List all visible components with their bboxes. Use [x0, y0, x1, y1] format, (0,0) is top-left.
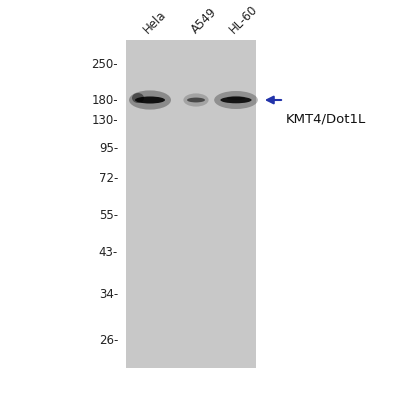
- Text: A549: A549: [189, 5, 220, 36]
- Text: Hela: Hela: [141, 8, 169, 36]
- Text: 34-: 34-: [99, 288, 118, 301]
- Ellipse shape: [129, 90, 171, 110]
- Text: KMT4/Dot1L: KMT4/Dot1L: [286, 113, 366, 126]
- Ellipse shape: [135, 96, 165, 104]
- Text: 43-: 43-: [99, 246, 118, 259]
- Ellipse shape: [220, 97, 252, 103]
- Text: 26-: 26-: [99, 334, 118, 347]
- Ellipse shape: [214, 91, 258, 109]
- Text: 130-: 130-: [91, 114, 118, 126]
- Text: 95-: 95-: [99, 142, 118, 155]
- Ellipse shape: [187, 98, 205, 102]
- Text: HL-60: HL-60: [227, 2, 260, 36]
- Ellipse shape: [183, 93, 209, 107]
- FancyBboxPatch shape: [126, 40, 256, 368]
- Text: 72-: 72-: [99, 172, 118, 185]
- Text: 250-: 250-: [91, 58, 118, 71]
- Ellipse shape: [227, 96, 245, 100]
- Text: 180-: 180-: [91, 94, 118, 106]
- Text: 55-: 55-: [99, 209, 118, 222]
- Ellipse shape: [132, 93, 144, 103]
